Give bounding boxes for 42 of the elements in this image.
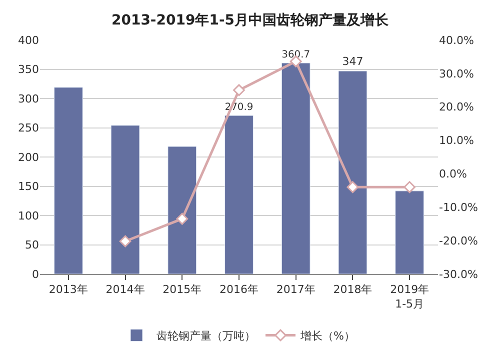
bar	[168, 146, 197, 274]
y2-tick-label: -10.0%	[439, 200, 478, 214]
bar	[338, 70, 368, 274]
x-tick-label: 2019年 1-5月	[390, 283, 430, 310]
y2-tick-label: 20.0%	[439, 100, 474, 114]
bar	[224, 115, 254, 274]
legend-label: 增长（%）	[300, 330, 355, 343]
data-label: 270.9	[224, 102, 254, 113]
point	[176, 212, 188, 225]
x-tick-label: 2014年	[106, 283, 145, 296]
y2-tick-label: 40.0%	[439, 34, 474, 47]
y-tick-label: 300	[18, 92, 39, 106]
y-tick-label: 50	[25, 238, 39, 252]
x-tick-label: 2016年	[220, 283, 258, 296]
y2-tick-label: 10.0%	[439, 134, 474, 148]
y-tick-label: 150	[18, 180, 39, 194]
y-tick-label: 250	[18, 122, 39, 135]
y2-tick-label: -20.0%	[439, 234, 478, 248]
x-tick-label: 2018年	[333, 283, 372, 296]
bar	[281, 62, 310, 274]
point	[346, 181, 359, 194]
x-tick-label: 2015年	[162, 283, 202, 296]
y-tick-label: 350	[18, 63, 39, 76]
y2-tick-label: 0.0%	[439, 168, 467, 181]
data-label: 347	[342, 55, 364, 68]
chart-title: 2013-2019年1-5月中国齿轮钢产量及增长	[111, 11, 390, 28]
bar	[110, 125, 140, 274]
bar	[54, 87, 83, 274]
point	[404, 181, 416, 194]
y-tick-label: 400	[18, 34, 39, 47]
point	[119, 235, 132, 248]
y-tick-label: 100	[18, 209, 39, 222]
point	[233, 84, 245, 96]
data-label: 360.7	[282, 49, 310, 60]
x-tick-label: 2017年	[276, 283, 316, 296]
y-tick-label: 200	[18, 150, 39, 164]
y-tick-label: 0	[32, 268, 39, 281]
y2-tick-label: -30.0%	[439, 268, 478, 281]
y2-tick-label: 30.0%	[439, 67, 474, 80]
legend-label: 齿轮钢产量（万吨）	[156, 330, 256, 343]
bar	[395, 190, 424, 274]
x-tick-label: 2013年	[48, 283, 88, 296]
